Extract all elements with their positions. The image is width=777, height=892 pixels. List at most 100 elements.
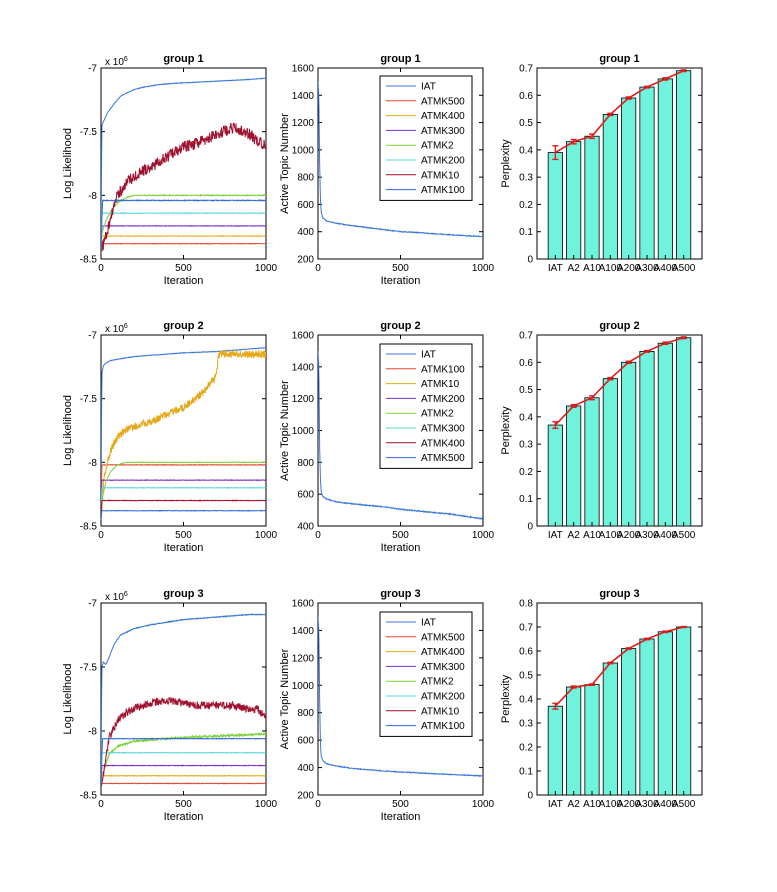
chart-title: group 2 xyxy=(599,320,639,332)
bar-a200 xyxy=(621,648,637,796)
x-tick-label: A400 xyxy=(654,530,678,541)
y-tick-label: -7.5 xyxy=(80,394,98,405)
y-tick-label: -7.5 xyxy=(80,127,98,138)
y-tick-label: 1000 xyxy=(292,681,315,692)
plot-area xyxy=(100,602,267,796)
x-axis-label: Iteration xyxy=(381,811,421,823)
series-line-iat xyxy=(318,616,483,778)
series-line-atmk500 xyxy=(101,782,266,789)
legend-label: IAT xyxy=(421,82,436,93)
legend-label: ATMK100 xyxy=(421,185,465,196)
x-tick-label: 500 xyxy=(392,799,409,810)
x-tick-label: A10 xyxy=(583,263,601,274)
chart-title: group 1 xyxy=(599,53,639,65)
x-tick-label: 1000 xyxy=(255,799,278,810)
y-tick-label: 0.2 xyxy=(519,467,533,478)
bar-iat xyxy=(547,705,563,796)
chart-perplexity-group-3: group 3 0 0.1 0.2 0.3 0.4 0.5 0.6 0.7 0.8 Perplexi… xyxy=(500,588,703,810)
bar-iat xyxy=(547,424,563,527)
series-line-atmk400 xyxy=(101,774,266,789)
chart-perplexity-group-2: group 2 0 0.1 0.2 0.3 0.4 0.5 0.6 0.7 Perplexity I… xyxy=(500,320,703,541)
y-tick-label: 0.5 xyxy=(519,118,533,129)
legend-label: ATMK400 xyxy=(421,111,465,122)
legend: IAT ATMK500 ATMK400 ATMK300 ATMK2 ATMK200 ATMK… xyxy=(379,75,473,201)
legend: IAT ATMK100 ATMK10 ATMK200 ATMK2 ATMK300 ATMK4… xyxy=(379,343,473,469)
bar-a500 xyxy=(676,626,692,796)
y-tick-label: -8.5 xyxy=(80,522,98,533)
y-tick-label: 0.3 xyxy=(519,719,533,730)
series-line-atmk100 xyxy=(101,198,266,253)
series-line-atmk300 xyxy=(101,224,266,253)
y-tick-label: 0 xyxy=(527,522,533,533)
x-tick-label: 0 xyxy=(315,799,321,810)
y-tick-label: 0.7 xyxy=(519,331,533,342)
x-tick-label: A500 xyxy=(672,530,696,541)
bar-a400 xyxy=(657,342,673,527)
chart-title: group 1 xyxy=(163,53,203,65)
legend-label: ATMK400 xyxy=(421,438,465,449)
legend-label: ATMK500 xyxy=(421,453,465,464)
mean-line xyxy=(554,336,684,426)
x-tick-label: A200 xyxy=(617,799,641,810)
chart-perplexity-group-1: group 1 0 0.1 0.2 0.3 0.4 0.5 0.6 0.7 Perplexity I… xyxy=(500,53,703,274)
x-tick-label: 500 xyxy=(175,799,192,810)
x-tick-label: 1000 xyxy=(472,799,495,810)
x-tick-label: A10 xyxy=(583,530,601,541)
x-tick-label: A100 xyxy=(599,799,623,810)
series-line-atmk400 xyxy=(101,499,266,520)
y-tick-label: 0.7 xyxy=(519,623,533,634)
series-line-atmk500 xyxy=(101,509,266,520)
bar-a2 xyxy=(566,141,582,260)
y-tick-label: 200 xyxy=(297,791,314,802)
x-tick-label: A400 xyxy=(654,263,678,274)
chart-topics-group-2: group 2 400 600 800 1000 1200 1400 1600 Active T… xyxy=(279,320,495,554)
y-tick-label: 0.5 xyxy=(519,671,533,682)
axis-exponent: x 106 xyxy=(105,591,128,603)
bar-a500 xyxy=(676,70,692,260)
y-tick-label: 1600 xyxy=(292,331,315,342)
series-line-atmk200 xyxy=(101,212,266,253)
y-tick-label: 1400 xyxy=(292,362,315,373)
plot-area xyxy=(536,334,703,527)
series-line-atmk400 xyxy=(101,234,266,253)
y-tick-label: -7.5 xyxy=(80,663,98,674)
legend-label: ATMK10 xyxy=(421,706,460,717)
x-tick-label: A300 xyxy=(635,263,659,274)
y-axis-label: Log Likelihood xyxy=(62,128,74,199)
y-tick-label: 0.6 xyxy=(519,91,533,102)
y-tick-label: 0.8 xyxy=(519,599,533,610)
x-tick-label: A2 xyxy=(568,799,581,810)
legend-label: ATMK100 xyxy=(421,721,465,732)
bar-a100 xyxy=(602,662,618,796)
y-tick-label: 0.5 xyxy=(519,385,533,396)
y-tick-label: 0.6 xyxy=(519,358,533,369)
series-line-atmk100 xyxy=(101,737,266,789)
y-tick-label: 800 xyxy=(297,458,314,469)
x-tick-label: A2 xyxy=(568,263,581,274)
series-line-iat xyxy=(101,77,266,253)
axis-exponent: x 106 xyxy=(105,323,128,335)
legend-label: ATMK500 xyxy=(421,632,465,643)
legend-label: ATMK300 xyxy=(421,662,465,673)
legend-label: ATMK300 xyxy=(421,424,465,435)
x-axis-label: Iteration xyxy=(164,811,204,823)
axis-exponent-power: 6 xyxy=(124,591,128,598)
series-line-atmk10 xyxy=(101,697,266,789)
y-tick-label: 0.3 xyxy=(519,440,533,451)
bar-a10 xyxy=(584,135,600,260)
y-tick-label: 800 xyxy=(297,173,314,184)
chart-title: group 2 xyxy=(163,320,203,332)
y-tick-label: 600 xyxy=(297,736,314,747)
series-line-iat xyxy=(318,350,483,520)
y-axis-label: Perplexity xyxy=(500,139,512,188)
series-line-iat xyxy=(101,347,266,520)
bar-a400 xyxy=(657,78,673,260)
chart-loglik-group-2: group 2 -8.5 -8 -7.5 -7 Log Likelihood 0 500 100… xyxy=(62,320,278,554)
legend-label: IAT xyxy=(421,350,436,361)
chart-title: group 2 xyxy=(380,320,420,332)
y-tick-label: 800 xyxy=(297,708,314,719)
y-tick-label: 0.2 xyxy=(519,200,533,211)
bar-a200 xyxy=(621,97,637,260)
series-line-iat xyxy=(101,613,266,789)
